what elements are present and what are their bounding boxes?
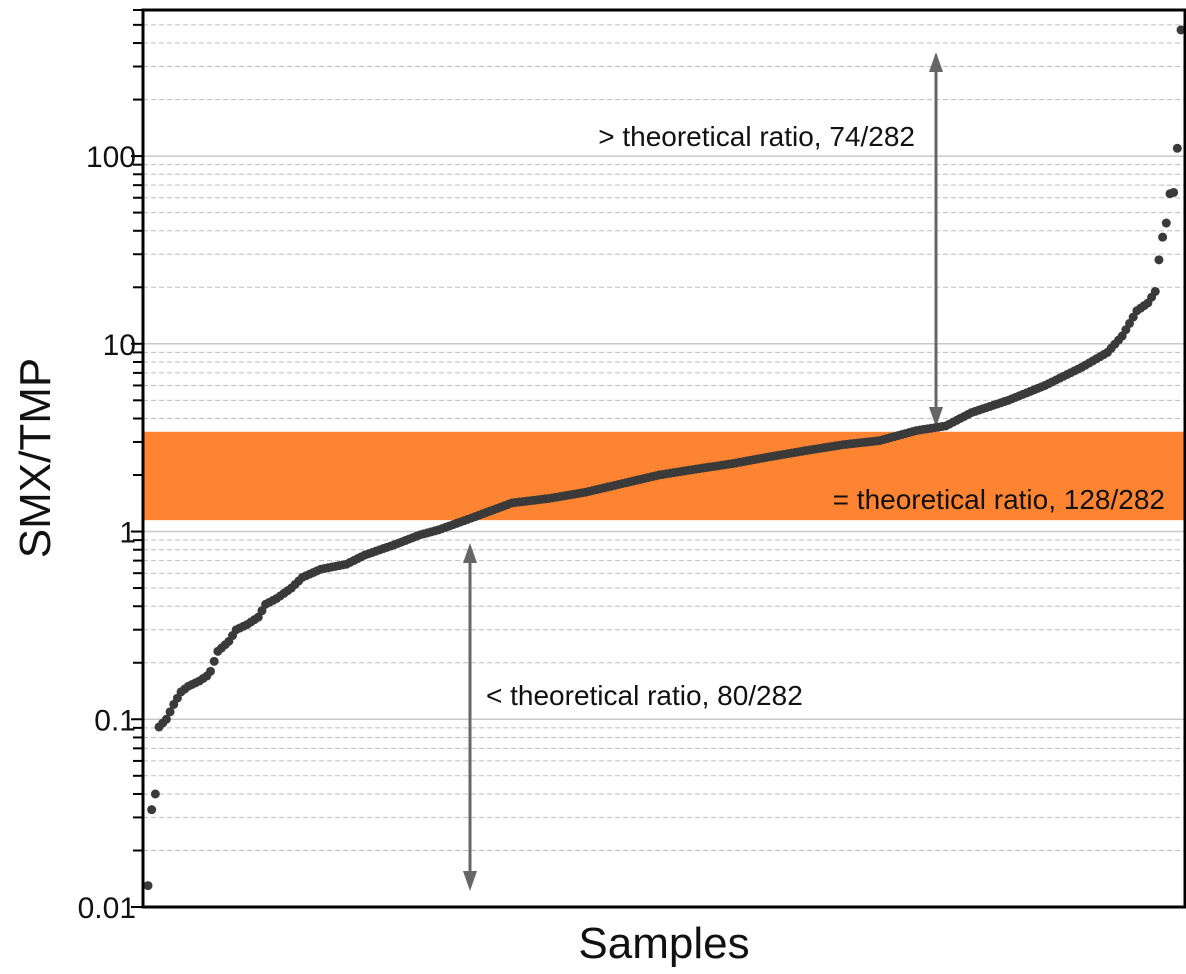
data-point bbox=[1176, 25, 1186, 35]
x-axis-title: Samples bbox=[578, 919, 749, 968]
data-point bbox=[1161, 218, 1171, 228]
annotation-above-ratio: > theoretical ratio, 74/282 bbox=[598, 121, 915, 152]
data-point bbox=[150, 789, 160, 799]
y-tick-label: 100 bbox=[86, 141, 136, 174]
plot-frame bbox=[141, 8, 1186, 909]
data-point bbox=[161, 714, 171, 724]
annotation-arrows bbox=[463, 52, 943, 891]
y-tick-label: 0.01 bbox=[78, 892, 136, 925]
data-point bbox=[1158, 232, 1168, 242]
annotation-below-ratio: < theoretical ratio, 80/282 bbox=[486, 680, 803, 711]
data-point bbox=[209, 656, 219, 666]
y-tick-label: 10 bbox=[103, 329, 136, 362]
data-point bbox=[1172, 143, 1182, 153]
annotation-equal-ratio: = theoretical ratio, 128/282 bbox=[833, 484, 1165, 515]
data-point bbox=[1169, 187, 1179, 197]
data-point bbox=[205, 666, 215, 676]
below-ratio-arrow bbox=[463, 543, 477, 891]
data-point bbox=[143, 881, 153, 891]
data-point bbox=[1150, 286, 1160, 296]
data-point bbox=[147, 805, 157, 815]
y-axis-ticks: 0.01 0.1 1 10 100 bbox=[78, 9, 143, 925]
data-point bbox=[1154, 255, 1164, 265]
y-tick-label: 0.1 bbox=[94, 704, 136, 737]
y-tick-label: 1 bbox=[119, 517, 136, 550]
data-point bbox=[165, 707, 175, 717]
above-ratio-arrow bbox=[929, 52, 943, 427]
data-points bbox=[143, 25, 1186, 891]
y-axis-title: SMX/TMP bbox=[11, 358, 60, 558]
